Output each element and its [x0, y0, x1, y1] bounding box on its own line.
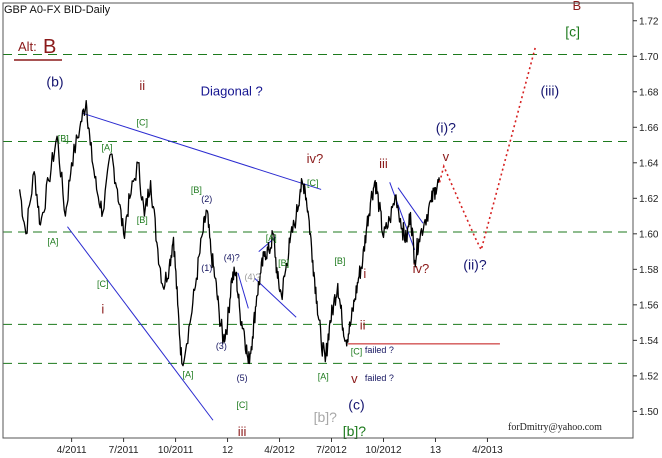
wave-label-22: iv? [307, 151, 324, 166]
y-tick-label-10: 1.70 [639, 52, 659, 63]
wave-label-14: (1) [201, 263, 212, 273]
wave-label-38: v [443, 149, 450, 164]
alt-label: Alt: [18, 39, 37, 54]
wave-label-11: i [101, 302, 104, 317]
y-tick-label-9: 1.68 [639, 87, 659, 98]
wave-label-4: [A] [101, 142, 112, 152]
forecast-line [438, 47, 537, 253]
wave-label-1: ii [139, 78, 145, 93]
y-tick-label-11: 1.72 [639, 16, 659, 27]
wave-label-42: [c] [565, 24, 580, 40]
y-tick-label-1: 1.52 [639, 371, 659, 382]
trendline-3 [258, 236, 276, 252]
wave-label-23: [C] [307, 178, 319, 188]
x-tick-label-6: 10/2012 [365, 445, 402, 456]
y-tick-label-3: 1.56 [639, 300, 659, 311]
x-tick-label-1: 7/2011 [109, 445, 139, 456]
wave-label-28: ii [360, 318, 366, 333]
wave-label-41: B [573, 0, 582, 13]
wave-label-37: (i)? [436, 120, 456, 136]
y-tick-label-0: 1.50 [639, 407, 659, 418]
x-tick-label-8: 4/2013 [472, 445, 503, 456]
wave-label-32: [b]? [343, 423, 367, 439]
trendline-0 [81, 112, 322, 190]
trendlines [67, 112, 500, 421]
trendline-5 [389, 182, 416, 250]
forecast-path [438, 47, 537, 253]
y-tick-label-6: 1.62 [639, 194, 659, 205]
wave-label-8: [B] [137, 215, 148, 225]
wave-label-10: [C] [97, 279, 109, 289]
x-tick-label-4: 4/2012 [264, 445, 295, 456]
wave-label-36: iv? [413, 261, 430, 276]
x-tick-label-3: 12 [222, 445, 234, 456]
wave-label-40: (iii) [541, 82, 560, 98]
price-series [18, 100, 441, 367]
watermark-email: forDmitry@yahoo.com [508, 422, 602, 433]
x-tick-label-2: 10/2011 [158, 445, 194, 456]
trendline-6 [237, 272, 249, 309]
chart-header: GBP A0-FX BID-Daily Alt: B forDmitry@yah… [4, 4, 602, 433]
y-tick-label-4: 1.58 [639, 265, 659, 276]
wave-label-25: [b]? [314, 409, 338, 425]
chart-title: GBP A0-FX BID-Daily [4, 4, 111, 16]
wave-label-15: (3) [216, 341, 227, 351]
trendline-1 [67, 226, 214, 421]
wave-annotations: (b) ii Diagonal ?[B][A][C][B](2)[B][A][C]i… [46, 0, 581, 439]
wave-label-35: iii [379, 156, 388, 171]
wave-label-7: (2) [201, 194, 212, 204]
wave-label-17: (5) [237, 373, 248, 383]
wave-label-30: v [351, 371, 358, 386]
wave-label-29: [C] [351, 347, 363, 357]
y-tick-label-2: 1.54 [639, 336, 659, 347]
x-tick-label-5: 7/2012 [316, 445, 347, 456]
x-tick-label-7: 13 [430, 445, 442, 456]
wave-label-0: (b) [46, 73, 63, 89]
y-tick-label-7: 1.64 [639, 158, 659, 169]
support-resistance-levels [3, 53, 633, 364]
price-line [18, 100, 441, 367]
wave-label-26: [B] [334, 256, 345, 266]
alt-wave-label: B [43, 36, 56, 58]
wave-label-19: iii [238, 424, 247, 439]
wave-label-3: [B] [58, 133, 69, 143]
wave-label-18: [C] [236, 400, 248, 410]
y-tick-label-8: 1.66 [639, 123, 659, 134]
y-tick-label-5: 1.60 [639, 229, 659, 240]
wave-label-24: [A] [318, 371, 329, 381]
wave-label-21: [B] [278, 258, 289, 268]
wave-label-5: [C] [137, 118, 149, 128]
x-tick-label-0: 4/2011 [57, 445, 87, 456]
wave-label-6: [B] [191, 185, 202, 195]
wave-label-13: (4)? [244, 272, 260, 282]
wave-label-20: [A] [266, 233, 277, 243]
trendline-4 [397, 187, 424, 224]
wave-label-12: (4)? [224, 252, 240, 262]
wave-label-34: failed ? [365, 373, 394, 383]
wave-label-31: (c) [348, 397, 364, 413]
trendline-2 [254, 277, 297, 318]
wave-label-16: [A] [183, 370, 194, 380]
wave-label-27: i [363, 266, 366, 281]
wave-label-33: failed ? [365, 345, 394, 355]
wave-label-9: [A] [47, 236, 58, 246]
wave-label-2: Diagonal ? [201, 83, 263, 98]
plot-frame [2, 2, 634, 439]
wave-label-39: (ii)? [463, 256, 487, 272]
